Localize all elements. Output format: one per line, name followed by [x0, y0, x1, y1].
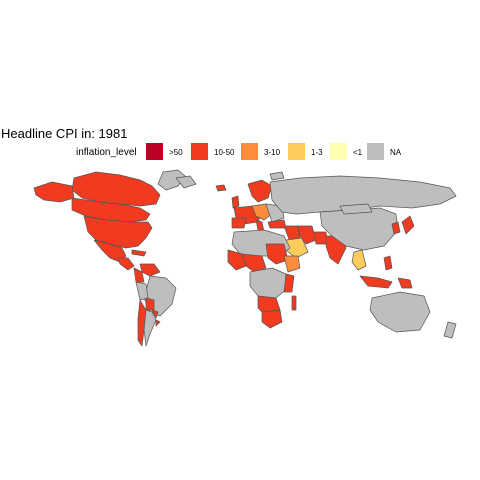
legend: inflation_level >50 10-50 3-10 1-3 <1 NA [0, 140, 480, 164]
country-af-east [283, 273, 295, 293]
country-eu-iceland [215, 184, 227, 192]
country-af-sahel [241, 253, 267, 273]
country-na-islands [175, 175, 197, 189]
country-af-west [227, 249, 247, 271]
country-asia-se [351, 249, 367, 271]
legend-label-gt50: >50 [169, 148, 183, 157]
legend-label-lt1: <1 [353, 148, 363, 157]
country-eu-uk [231, 195, 240, 209]
country-na-greenland [157, 169, 186, 191]
country-sa-bolivia [145, 297, 155, 311]
legend-label-10-50: 10-50 [214, 148, 235, 157]
country-eu-svalbard [269, 171, 285, 181]
country-sa-uruguay [155, 319, 161, 327]
country-af-central [249, 267, 289, 299]
country-asia-mongolia [339, 203, 373, 215]
country-sa-argentina [143, 309, 157, 347]
country-na-alaska [33, 181, 75, 203]
country-oc-png [397, 277, 413, 289]
country-oc-nz [443, 321, 457, 339]
country-oc-australia [369, 291, 431, 333]
legend-label-3-10: 3-10 [264, 148, 281, 157]
country-na-canada [71, 197, 151, 223]
country-ca-cuba [131, 249, 147, 257]
country-eu-scandinavia [247, 179, 273, 203]
country-af-sudan [265, 243, 289, 265]
country-af-south [261, 309, 283, 329]
country-ca-central [117, 257, 135, 271]
country-asia-russia [269, 175, 457, 215]
country-asia-korea [391, 221, 401, 235]
legend-key-3-10 [241, 143, 258, 160]
country-na-usa [83, 215, 153, 249]
country-af-madagascar [291, 295, 297, 311]
legend-key-gt50 [146, 143, 163, 160]
legend-label-na: NA [390, 148, 402, 157]
legend-key-na [367, 143, 384, 160]
legend-title: inflation_level [76, 147, 137, 158]
country-asia-sea-islands [359, 275, 393, 289]
legend-key-10-50 [191, 143, 208, 160]
legend-key-lt1 [330, 143, 347, 160]
country-asia-japan [401, 215, 415, 235]
country-sa-paraguay [151, 309, 159, 319]
country-sa-colombia [133, 267, 145, 283]
country-asia-turkey [267, 219, 287, 229]
country-asia-iran [297, 225, 317, 245]
country-sa-peru [135, 281, 149, 301]
country-na-canada-arctic [71, 171, 161, 207]
map-title: Headline CPI in: 1981 [1, 126, 128, 141]
country-asia-philippines [383, 255, 393, 271]
country-af-ethiopia [283, 255, 301, 273]
legend-label-1-3: 1-3 [311, 148, 323, 157]
country-sa-venezuela [139, 263, 161, 277]
legend-key-1-3 [288, 143, 305, 160]
country-eu-iberia [231, 217, 247, 229]
